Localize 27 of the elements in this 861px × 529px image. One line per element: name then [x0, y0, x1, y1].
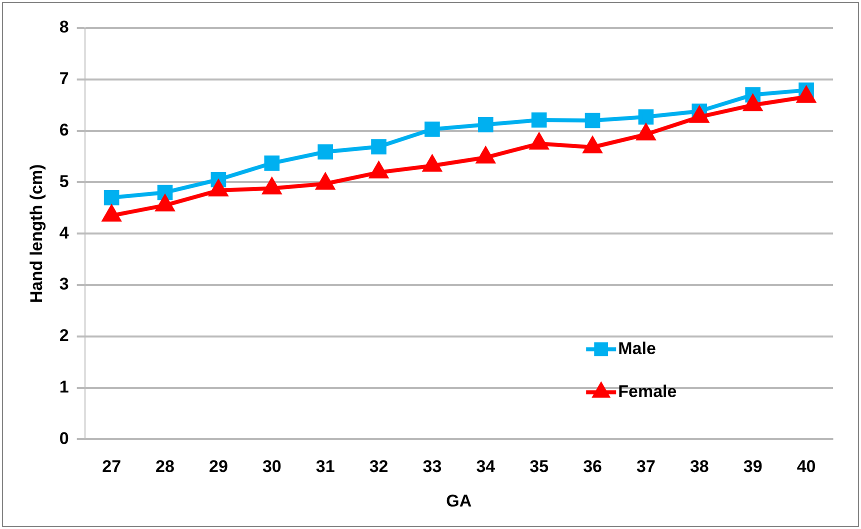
y-tick-label: 4	[59, 223, 70, 242]
x-tick-label: 31	[316, 457, 335, 476]
y-axis-title: Hand length (cm)	[26, 164, 46, 304]
x-tick-label: 29	[208, 457, 228, 476]
x-tick-label: 27	[102, 457, 122, 476]
x-tick-label: 40	[796, 457, 816, 476]
x-tick-label: 35	[530, 457, 549, 476]
x-tick-label: 30	[262, 457, 282, 476]
x-tick-label: 37	[636, 457, 656, 476]
y-tick-label: 3	[59, 274, 69, 294]
x-tick-label: 34	[476, 457, 496, 476]
legend-label: Male	[618, 338, 656, 358]
x-tick-label: 39	[743, 457, 762, 476]
y-tick-label: 2	[59, 326, 69, 346]
x-tick-label: 32	[369, 457, 388, 476]
y-tick-label: 0	[59, 428, 69, 448]
x-tick-label: 28	[156, 457, 174, 476]
x-tick-label: 36	[583, 457, 602, 476]
y-tick-label: 1	[59, 377, 69, 396]
x-tick-label: 33	[422, 457, 442, 476]
legend-label: Female	[618, 382, 677, 401]
y-tick-label: 8	[59, 18, 69, 37]
y-tick-label: 7	[59, 69, 69, 88]
x-tick-label: 38	[690, 457, 709, 476]
x-axis-title: GA	[446, 491, 472, 510]
y-tick-label: 6	[59, 120, 69, 140]
y-tick-label: 5	[59, 172, 69, 191]
